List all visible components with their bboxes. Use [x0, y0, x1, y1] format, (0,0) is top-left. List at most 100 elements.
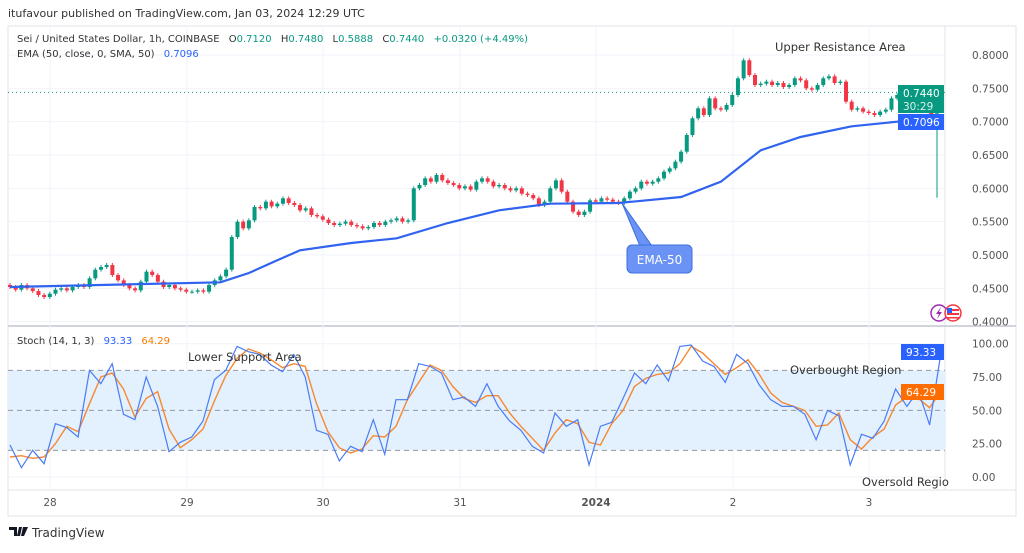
time-axis[interactable]: 28 29 30 31 2024 2 3: [43, 497, 872, 509]
stoch-k-text: 93.33: [906, 347, 936, 359]
us-flag-icon[interactable]: [944, 304, 962, 322]
tradingview-logo[interactable]: TradingView: [9, 526, 105, 540]
candle-body: [394, 218, 399, 221]
candle: [195, 288, 200, 294]
candle-body: [127, 285, 132, 289]
candle-body: [502, 185, 507, 189]
candle-body: [514, 188, 519, 191]
candle-body: [406, 220, 411, 222]
candle: [872, 111, 877, 118]
lower-support-annotation[interactable]: Lower Support Area: [188, 350, 302, 364]
candle: [42, 293, 47, 300]
candle: [832, 74, 837, 86]
candle-body: [474, 181, 479, 190]
candle-body: [730, 95, 735, 106]
ema-50-line: [9, 114, 938, 289]
open-label: O: [229, 34, 237, 45]
symbol-title: Sei / United States Dollar, 1h, COINBASE: [17, 34, 220, 45]
candle: [337, 221, 342, 228]
candle: [98, 265, 103, 272]
candle-body: [559, 180, 564, 192]
stoch-tick: 50.00: [972, 405, 1002, 417]
candle-body: [548, 188, 553, 202]
candle-body: [781, 83, 786, 88]
candle-body: [770, 81, 775, 86]
overbought-annotation[interactable]: Overbought Region: [790, 363, 901, 377]
time-tick: 31: [453, 497, 466, 509]
candle: [235, 219, 240, 240]
candle: [718, 106, 723, 112]
candle: [838, 79, 843, 86]
change-value: +0.0320 (+4.49%): [433, 34, 528, 45]
candle: [298, 203, 303, 213]
candle: [110, 263, 115, 278]
candle: [246, 218, 251, 231]
candle: [406, 218, 411, 224]
candle-body: [667, 168, 672, 172]
stoch-d-line: [9, 345, 942, 460]
candle: [758, 81, 763, 88]
candle-body: [332, 223, 337, 226]
candle: [104, 263, 109, 270]
candle: [565, 189, 570, 204]
upper-resistance-annotation[interactable]: Upper Resistance Area: [775, 40, 906, 54]
candle-body: [144, 271, 149, 282]
candle: [690, 116, 695, 138]
close-value: 0.7440: [389, 34, 424, 45]
candle-body: [389, 220, 394, 222]
low-label: L: [333, 34, 339, 45]
candle-body: [713, 98, 718, 109]
candle-body: [775, 83, 780, 86]
candle: [275, 201, 280, 209]
stoch-legend[interactable]: Stoch (14, 1, 3) 93.33 64.29: [17, 336, 170, 347]
candle: [701, 106, 706, 118]
oversold-annotation[interactable]: Oversold Regio: [862, 475, 949, 489]
candle: [155, 273, 160, 284]
candle: [781, 81, 786, 90]
open-value: 0.7120: [237, 34, 272, 45]
candle: [775, 81, 780, 88]
candle-body: [553, 180, 558, 189]
candle-body: [343, 221, 348, 224]
candle: [553, 178, 558, 191]
candle: [224, 267, 229, 279]
symbol-legend[interactable]: Sei / United States Dollar, 1h, COINBASE…: [17, 34, 528, 45]
candle: [93, 267, 98, 281]
candle: [258, 205, 263, 211]
stoch-legend-d: 64.29: [141, 336, 170, 347]
candle: [411, 186, 416, 223]
last-price-label: 0.7440 30:29: [898, 85, 944, 113]
candle: [201, 288, 206, 294]
candle: [622, 196, 627, 206]
candle-body: [110, 265, 115, 276]
candle-body: [229, 237, 234, 270]
candle-body: [98, 267, 103, 270]
candle-body: [656, 178, 661, 182]
stoch-k-box: [901, 344, 944, 360]
candle-body: [855, 108, 860, 110]
stoch-axis[interactable]: 100.00 75.00 50.00 25.00 0.00: [972, 339, 1009, 484]
candle: [360, 224, 365, 231]
price-axis[interactable]: 0.8000 0.7500 0.7000 0.6500 0.6000 0.5500 0.50…: [972, 50, 1009, 329]
candle-body: [184, 289, 189, 292]
stoch-legend-label: Stoch (14, 1, 3): [17, 336, 94, 347]
candle-body: [684, 135, 689, 152]
candle: [309, 206, 314, 218]
callout-box: [626, 244, 693, 274]
time-tick: 28: [43, 497, 56, 509]
candle: [491, 179, 496, 189]
candle: [571, 199, 576, 214]
ema-callout[interactable]: EMA-50: [621, 202, 693, 274]
candle: [144, 269, 149, 284]
candle-body: [258, 207, 263, 209]
candle: [332, 221, 337, 228]
candle-body: [263, 201, 268, 209]
candle-body: [87, 278, 92, 288]
price-tick: 0.7500: [972, 83, 1009, 95]
time-tick: 2: [730, 497, 737, 509]
ema-legend[interactable]: EMA (50, close, 0, SMA, 50) 0.7096: [17, 49, 199, 60]
candle-body: [172, 285, 177, 289]
candle: [451, 181, 456, 188]
price-tick: 0.7000: [972, 117, 1009, 129]
time-tick: 29: [180, 497, 193, 509]
